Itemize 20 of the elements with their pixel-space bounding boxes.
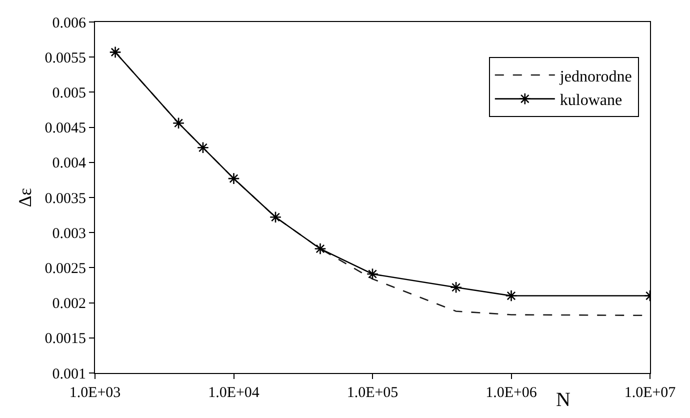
x-tick-label: 1.0E+06 [486,385,538,401]
x-tick-label: 1.0E+04 [208,385,260,401]
legend-label: kulowane [560,92,622,110]
x-tick-label: 1.0E+03 [69,385,121,401]
x-tick-label: 1.0E+05 [346,385,398,401]
y-tick-label: 0.003 [52,226,86,242]
y-tick-label: 0.006 [52,15,86,32]
y-tick-label: 0.0025 [44,260,86,277]
y-tick-label: 0.0015 [44,331,86,348]
y-tick-label: 0.0045 [44,120,86,137]
y-tick-label: 0.001 [52,366,86,382]
y-tick-label: 0.004 [52,156,86,172]
y-tick-label: 0.005 [52,85,86,102]
x-axis-title: N [556,389,570,411]
y-tick-label: 0.0035 [44,190,86,207]
y-axis-title: Δε [14,187,35,208]
legend-label: jednorodne [558,68,632,86]
y-tick-label: 0.002 [52,296,86,312]
y-tick-label: 0.0055 [44,50,86,66]
x-tick-label: 1.0E+07 [624,385,676,401]
